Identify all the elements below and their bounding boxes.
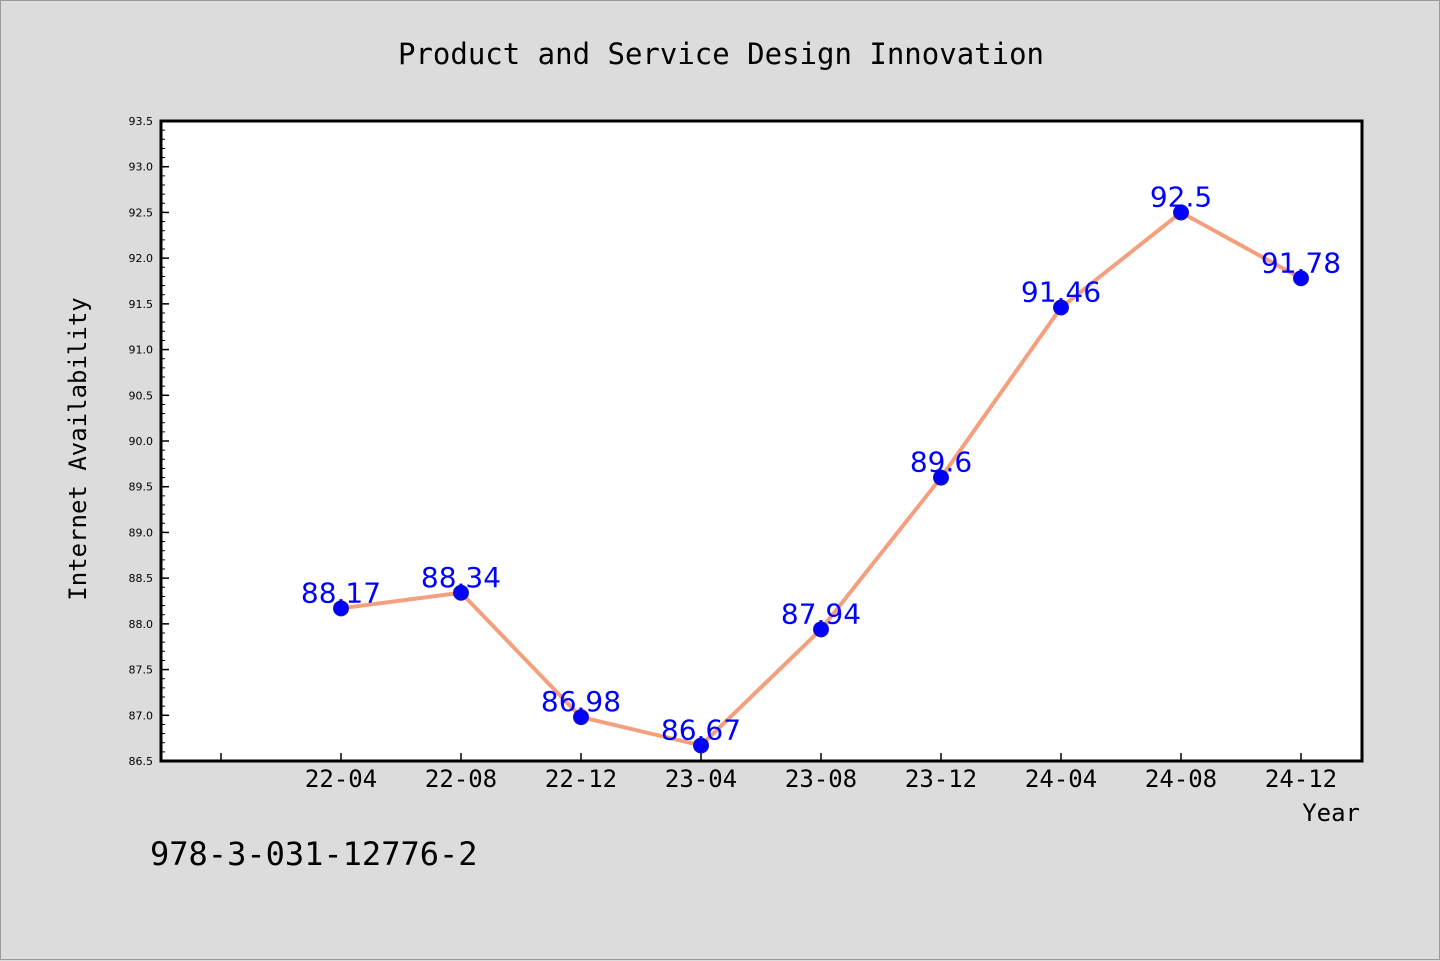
- y-tick-label: 91.5: [129, 298, 154, 311]
- data-point: [573, 709, 589, 726]
- data-label: 86.98: [541, 685, 621, 718]
- data-point: [1293, 270, 1309, 287]
- x-tick-label: 23-08: [785, 765, 857, 793]
- chart-title: Product and Service Design Innovation: [398, 37, 1044, 71]
- data-point: [933, 469, 949, 486]
- x-tick-label: 24-04: [1025, 765, 1097, 793]
- data-label: 91.46: [1021, 276, 1101, 309]
- y-tick-label: 87.0: [129, 709, 154, 722]
- data-point: [333, 600, 349, 617]
- y-axis: 86.5 87.0 87.5 88.0 88.5 89.0 89.5 90.0 90.5 91.0…: [129, 115, 169, 768]
- x-axis: 22-04 22-08 22-12 23-04 23-08 23-12 24-04 24-08…: [220, 753, 1337, 793]
- footer-identifier: 978-3-031-12776-2: [150, 835, 478, 873]
- data-point: [1053, 299, 1069, 316]
- data-label: 88.17: [301, 576, 381, 609]
- data-point: [693, 737, 709, 754]
- y-tick-label: 89.5: [129, 481, 154, 494]
- y-tick-label: 88.0: [129, 618, 154, 631]
- x-axis-label: Year: [1302, 799, 1360, 827]
- x-tick-label: 23-04: [665, 765, 737, 793]
- data-label: 92.5: [1150, 180, 1212, 213]
- y-tick-label: 88.5: [129, 572, 154, 585]
- y-tick-label: 93.5: [129, 115, 154, 128]
- data-label: 89.6: [910, 446, 972, 479]
- data-label: 88.34: [421, 561, 501, 594]
- y-tick-label: 90.0: [129, 435, 154, 448]
- y-tick-label: 92.0: [129, 252, 154, 265]
- x-tick-label: 23-12: [905, 765, 977, 793]
- y-tick-label: 93.0: [129, 161, 154, 174]
- data-point: [813, 621, 829, 638]
- data-point: [1173, 204, 1189, 221]
- data-point: [453, 584, 469, 601]
- y-tick-label: 92.5: [129, 206, 154, 219]
- y-tick-label: 86.5: [129, 755, 154, 768]
- data-label: 87.94: [781, 597, 861, 630]
- x-tick-label: 22-08: [425, 765, 497, 793]
- x-tick-label: 22-04: [305, 765, 377, 793]
- x-tick-label: 24-08: [1145, 765, 1217, 793]
- data-label: 91.78: [1261, 246, 1341, 279]
- data-series: 88.17 88.34 86.98 86.67 87.94 89.6 91.46 92.5 91…: [301, 180, 1341, 754]
- y-tick-label: 91.0: [129, 344, 154, 357]
- x-tick-label: 22-12: [545, 765, 617, 793]
- y-tick-label: 87.5: [129, 664, 154, 677]
- data-label: 86.67: [661, 713, 741, 746]
- y-axis-label: Internet Availability: [64, 297, 92, 600]
- y-tick-label: 89.0: [129, 526, 154, 539]
- y-tick-label: 90.5: [129, 389, 154, 402]
- x-tick-label: 24-12: [1265, 765, 1337, 793]
